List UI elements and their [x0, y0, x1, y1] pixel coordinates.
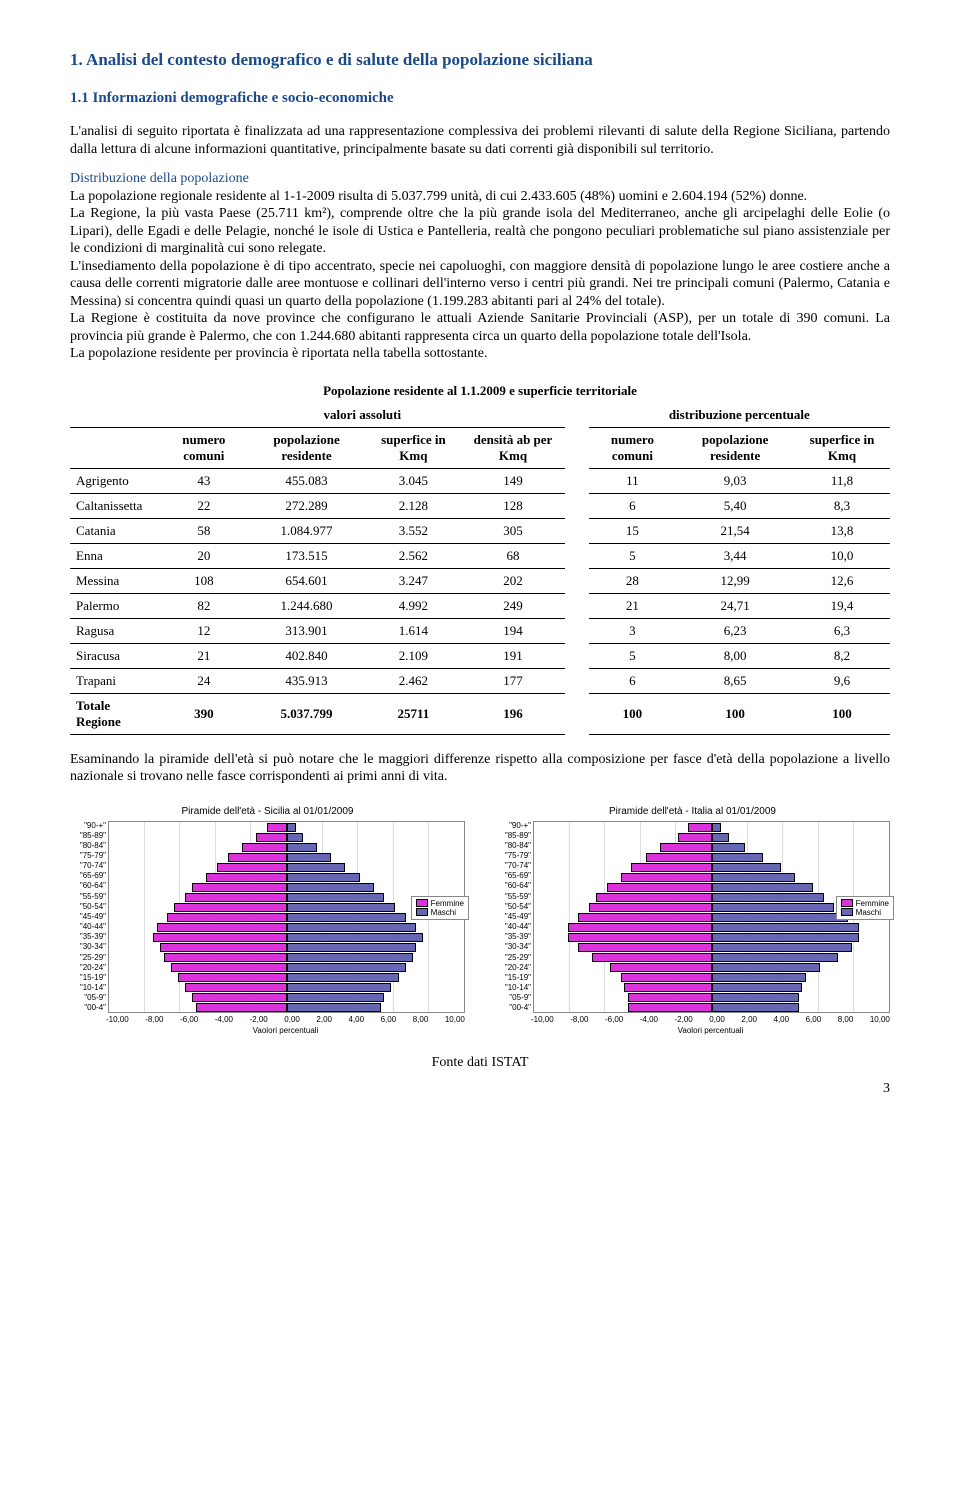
chart-title: Piramide dell'età - Sicilia al 01/01/200…: [70, 806, 465, 817]
table-row: Caltanissetta22272.2892.12812865,408,3: [70, 493, 890, 518]
col-header: popolazione residente: [248, 427, 366, 468]
col-header: superfice in Kmq: [365, 427, 461, 468]
table-row: Enna20173.5152.5626853,4410,0: [70, 543, 890, 568]
chart-title: Piramide dell'età - Italia al 01/01/2009: [495, 806, 890, 817]
table-group-absolute: valori assoluti: [160, 403, 565, 428]
table-row: Totale Regione3905.037.79925711196100100…: [70, 693, 890, 734]
x-axis-label: Vaolori percentuali: [70, 1026, 465, 1035]
distribution-link[interactable]: Distribuzione della popolazione: [70, 171, 249, 186]
population-table: Popolazione residente al 1.1.2009 e supe…: [70, 379, 890, 735]
closing-paragraph: Esaminando la piramide dell'età si può n…: [70, 751, 890, 786]
table-row: Catania581.084.9773.5523051521,5413,8: [70, 518, 890, 543]
pyramid-italia: Piramide dell'età - Italia al 01/01/2009…: [495, 806, 890, 1035]
table-title: Popolazione residente al 1.1.2009 e supe…: [70, 379, 890, 403]
table-row: Siracusa21402.8402.10919158,008,2: [70, 643, 890, 668]
source-caption: Fonte dati ISTAT: [70, 1055, 890, 1071]
chart-legend: Femmine Maschi: [836, 896, 894, 920]
x-axis-label: Vaolori percentuali: [495, 1026, 890, 1035]
table-row: Ragusa12313.9011.61419436,236,3: [70, 618, 890, 643]
col-header: superfice in Kmq: [794, 427, 890, 468]
col-header: densità ab per Kmq: [461, 427, 564, 468]
table-row: Palermo821.244.6804.9922492124,7119,4: [70, 593, 890, 618]
col-header: numero comuni: [160, 427, 248, 468]
table-row: Messina108654.6013.2472022812,9912,6: [70, 568, 890, 593]
intro-paragraph: L'analisi di seguito riportata è finaliz…: [70, 123, 890, 158]
table-group-percent: distribuzione percentuale: [589, 403, 890, 428]
col-header: numero comuni: [589, 427, 677, 468]
sub-heading: 1.1 Informazioni demografiche e socio-ec…: [70, 90, 890, 107]
table-row: Agrigento43455.0833.045149119,0311,8: [70, 468, 890, 493]
main-heading: 1. Analisi del contesto demografico e di…: [70, 50, 890, 70]
distribution-body: La popolazione regionale residente al 1-…: [70, 188, 890, 363]
table-row: Trapani24435.9132.46217768,659,6: [70, 668, 890, 693]
col-header: popolazione residente: [676, 427, 794, 468]
chart-legend: Femmine Maschi: [411, 896, 469, 920]
pyramid-sicilia: Piramide dell'età - Sicilia al 01/01/200…: [70, 806, 465, 1035]
page-number: 3: [70, 1081, 890, 1097]
